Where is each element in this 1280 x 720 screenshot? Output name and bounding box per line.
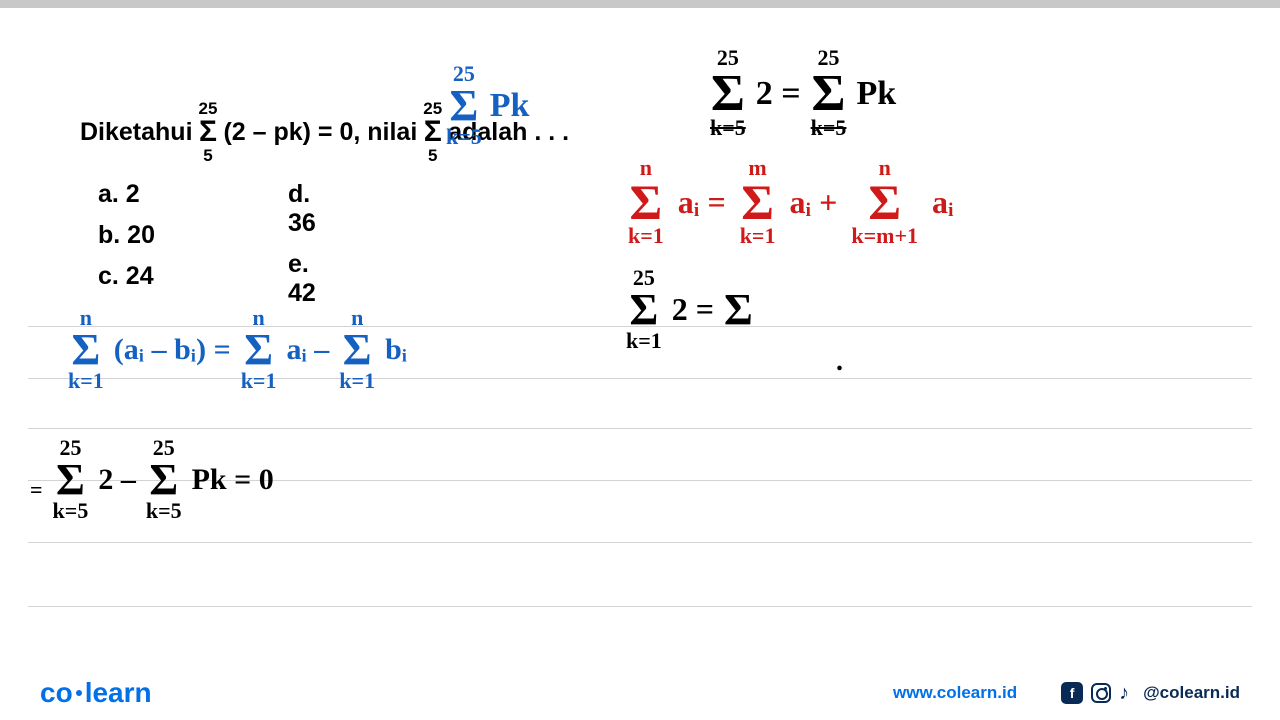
footer-handle: @colearn.id <box>1143 683 1240 703</box>
ruled-line <box>28 428 1252 429</box>
option-e: e. 42 <box>288 250 316 308</box>
social-icons: f ♪ <box>1061 682 1129 705</box>
option-b: b. 20 <box>98 221 155 250</box>
problem-prefix: Diketahui <box>80 118 193 147</box>
option-c: c. 24 <box>98 262 155 291</box>
option-d: d. 36 <box>288 180 316 238</box>
problem-body-1: (2 – pk) = 0, nilai <box>223 118 417 147</box>
footer-url: www.colearn.id <box>893 683 1017 703</box>
blue-annotation-sigma-pk: 25 Σ k=5 Pk <box>446 64 529 148</box>
instagram-icon <box>1091 683 1111 703</box>
footer-bar: colearn www.colearn.id f ♪ @colearn.id <box>0 666 1280 720</box>
answer-options: a. 2 b. 20 c. 24 d. 36 e. 42 <box>98 180 155 303</box>
option-a: a. 2 <box>98 180 155 209</box>
window-top-bar <box>0 0 1280 8</box>
tiktok-icon: ♪ <box>1119 682 1129 705</box>
red-identity-line: n Σ k=1 aᵢ = m Σ k=1 aᵢ + n Σ k=m+1 aᵢ <box>628 158 954 247</box>
ruled-line <box>28 542 1252 543</box>
black-top-right-equation: 25 Σ k=5 2 = 25 Σ k=5 Pk <box>710 48 896 139</box>
black-bottom-right-partial: 25 Σ k=1 2 = Σ . <box>626 268 843 378</box>
blue-identity-line: n Σ k=1 (aᵢ – bᵢ) = n Σ k=1 aᵢ – n Σ k=1… <box>68 308 407 392</box>
footer-right: www.colearn.id f ♪ @colearn.id <box>893 682 1240 705</box>
sigma-symbol: 25 Σ 5 <box>199 100 218 164</box>
facebook-icon: f <box>1061 682 1083 704</box>
brand-logo: colearn <box>40 677 152 709</box>
black-equation-line: = 25 Σ k=5 2 – 25 Σ k=5 Pk = 0 <box>30 438 274 522</box>
logo-dot-icon <box>76 690 82 696</box>
sigma-symbol: 25 Σ 5 <box>423 100 442 164</box>
ruled-line <box>28 606 1252 607</box>
whiteboard-page: Diketahui 25 Σ 5 (2 – pk) = 0, nilai 25 … <box>0 8 1280 720</box>
stray-dot: . <box>836 346 843 378</box>
